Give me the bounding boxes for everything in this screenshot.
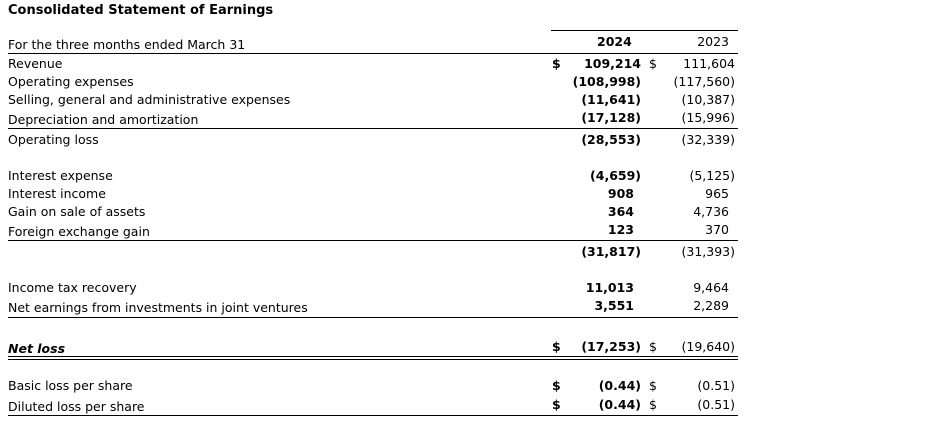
value-2023-pretax-subtotal: (31,393) [681, 244, 736, 259]
currency-symbol: $ [552, 378, 561, 393]
operating-loss-rule [8, 128, 738, 129]
subtotal-rule [8, 240, 738, 241]
currency-symbol: $ [552, 397, 561, 412]
value-2023-revenue: 111,604 [683, 56, 735, 71]
column-header-2023: 2023 [697, 34, 729, 49]
currency-symbol: $ [649, 378, 657, 393]
value-2024-basic-loss-per-share: (0.44) [598, 378, 641, 393]
value-2023-interest-income: 965 [705, 186, 729, 201]
value-2024-depreciation: (17,128) [581, 110, 641, 125]
value-2024-income-tax-recovery: 11,013 [585, 280, 634, 295]
value-2024-foreign-exchange-gain: 123 [607, 222, 634, 237]
bottom-rule [8, 415, 738, 416]
value-2023-interest-expense: (5,125) [689, 168, 735, 183]
row-label-income-tax-recovery: Income tax recovery [8, 280, 137, 295]
value-2023-joint-ventures: 2,289 [693, 298, 729, 313]
row-label-joint-ventures: Net earnings from investments in joint v… [8, 300, 308, 315]
header-top-rule [551, 30, 738, 31]
statement-title: Consolidated Statement of Earnings [8, 3, 274, 18]
value-2024-operating-loss: (28,553) [581, 132, 641, 147]
row-label-operating-loss: Operating loss [8, 132, 99, 147]
row-label-operating-expenses: Operating expenses [8, 74, 134, 89]
currency-symbol: $ [552, 339, 561, 354]
value-2023-net-loss: (19,640) [681, 339, 736, 354]
currency-symbol: $ [552, 56, 561, 71]
net-loss-double-rule [8, 356, 738, 360]
currency-symbol: $ [649, 397, 657, 412]
value-2024-net-loss: (17,253) [581, 339, 641, 354]
value-2023-depreciation: (15,996) [681, 110, 736, 125]
value-2023-gain-on-sale: 4,736 [693, 204, 729, 219]
net-loss-top-rule [8, 317, 738, 318]
row-label-interest-income: Interest income [8, 186, 106, 201]
value-2024-sga: (11,641) [581, 92, 641, 107]
value-2024-gain-on-sale: 364 [607, 204, 634, 219]
row-label-net-loss: Net loss [8, 341, 66, 356]
value-2024-revenue: 109,214 [584, 56, 641, 71]
row-label-gain-on-sale: Gain on sale of assets [8, 204, 146, 219]
row-label-interest-expense: Interest expense [8, 168, 113, 183]
value-2024-interest-expense: (4,659) [590, 168, 641, 183]
row-label-foreign-exchange-gain: Foreign exchange gain [8, 224, 150, 239]
period-label: For the three months ended March 31 [8, 37, 246, 52]
column-header-2024: 2024 [597, 34, 632, 49]
value-2024-pretax-subtotal: (31,817) [581, 244, 641, 259]
row-label-sga: Selling, general and administrative expe… [8, 92, 291, 107]
value-2023-operating-loss: (32,339) [681, 132, 736, 147]
value-2023-operating-expenses: (117,560) [673, 74, 735, 89]
value-2024-interest-income: 908 [607, 186, 634, 201]
value-2023-diluted-loss-per-share: (0.51) [697, 397, 735, 412]
value-2024-operating-expenses: (108,998) [572, 74, 641, 89]
value-2023-sga: (10,387) [681, 92, 736, 107]
value-2023-income-tax-recovery: 9,464 [693, 280, 729, 295]
row-label-revenue: Revenue [8, 56, 63, 71]
value-2024-diluted-loss-per-share: (0.44) [598, 397, 641, 412]
row-label-basic-loss-per-share: Basic loss per share [8, 378, 133, 393]
value-2023-basic-loss-per-share: (0.51) [697, 378, 735, 393]
row-label-diluted-loss-per-share: Diluted loss per share [8, 399, 145, 414]
row-label-depreciation: Depreciation and amortization [8, 112, 199, 127]
header-bottom-rule [8, 53, 738, 54]
value-2023-foreign-exchange-gain: 370 [705, 222, 729, 237]
value-2024-joint-ventures: 3,551 [594, 298, 634, 313]
currency-symbol: $ [649, 56, 657, 71]
currency-symbol: $ [649, 339, 657, 354]
